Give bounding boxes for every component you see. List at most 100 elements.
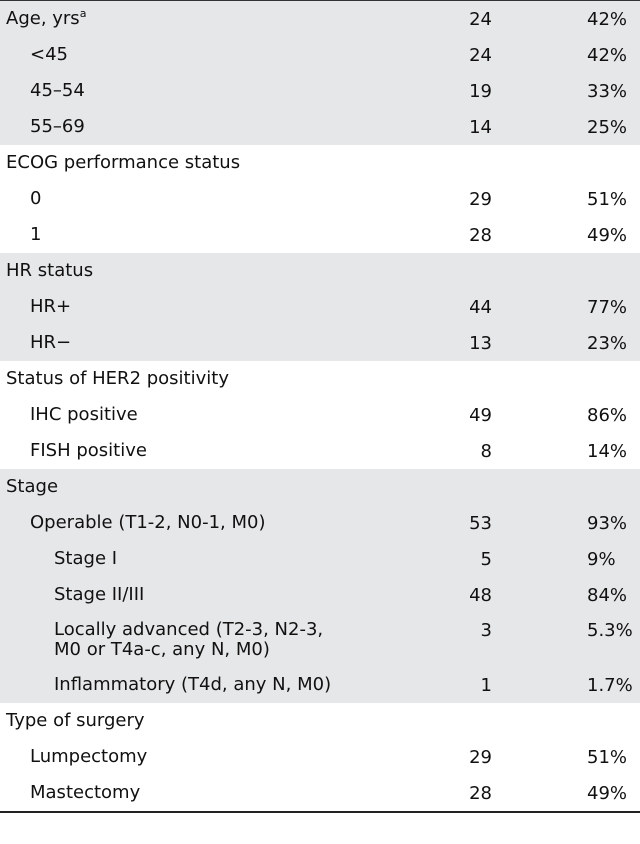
table-row: Lumpectomy 29 51%	[0, 739, 640, 775]
percent-cell: 42%	[587, 9, 627, 30]
count-cell: 19	[440, 81, 492, 102]
section-label: Type of surgery	[6, 711, 145, 731]
footnote-marker: a	[80, 7, 87, 20]
table-row: <45 24 42%	[0, 37, 640, 73]
count-cell: 8	[440, 441, 492, 462]
count-cell: 28	[440, 225, 492, 246]
row-label-text: Stage II/III	[54, 585, 144, 605]
count-cell: 53	[440, 513, 492, 534]
percent-cell: 51%	[587, 747, 627, 768]
count-cell: 44	[440, 297, 492, 318]
percent-cell: 77%	[587, 297, 627, 318]
row-label-text: 45–54	[30, 81, 85, 101]
row-label-line: Age, yrsa	[6, 9, 86, 29]
row-label-text: Lumpectomy	[30, 747, 147, 767]
table-row: 1 28 49%	[0, 217, 640, 253]
table-section-header: ECOG performance status	[0, 145, 640, 181]
section-label: ECOG performance status	[6, 153, 240, 173]
table-row: Operable (T1-2, N0-1, M0) 53 93%	[0, 505, 640, 541]
table-section-header: Status of HER2 positivity	[0, 361, 640, 397]
count-cell: 29	[440, 747, 492, 768]
row-label-text-continued: M0 or T4a-c, any N, M0)	[54, 640, 323, 660]
row-label: Mastectomy	[30, 783, 140, 803]
row-label: Stage II/III	[54, 585, 144, 605]
row-label-text: ECOG performance status	[6, 153, 240, 173]
count-cell: 49	[440, 405, 492, 426]
percent-cell: 51%	[587, 189, 627, 210]
row-label: 45–54	[30, 81, 85, 101]
table-row: FISH positive 8 14%	[0, 433, 640, 469]
count-cell: 5	[440, 549, 492, 570]
row-label: 0	[30, 189, 41, 209]
percent-cell: 25%	[587, 117, 627, 138]
percent-cell: 86%	[587, 405, 627, 426]
row-label-text: <45	[30, 45, 68, 65]
row-label-text: Stage	[6, 477, 58, 497]
percent-cell: 93%	[587, 513, 627, 534]
table-row: Mastectomy 28 49%	[0, 775, 640, 811]
row-label: IHC positive	[30, 405, 138, 425]
row-label-text: Operable (T1-2, N0-1, M0)	[30, 513, 266, 533]
row-label-text: 0	[30, 189, 41, 209]
row-label-text: FISH positive	[30, 441, 147, 461]
section-label: Stage	[6, 477, 58, 497]
table-section-header: Type of surgery	[0, 703, 640, 739]
count-cell: 28	[440, 783, 492, 804]
row-label-text: Status of HER2 positivity	[6, 369, 229, 389]
row-label: FISH positive	[30, 441, 147, 461]
row-label-text: HR status	[6, 261, 93, 281]
row-label: 1	[30, 225, 41, 245]
row-label-text: 55–69	[30, 117, 85, 137]
percent-cell: 42%	[587, 45, 627, 66]
row-label: Lumpectomy	[30, 747, 147, 767]
table-section-header: HR status	[0, 253, 640, 289]
table-row: 45–54 19 33%	[0, 73, 640, 109]
row-label: 55–69	[30, 117, 85, 137]
row-label: Locally advanced (T2-3, N2-3, M0 or T4a-c…	[54, 620, 323, 660]
table-row: 55–69 14 25%	[0, 109, 640, 145]
table-row: Stage II/III 48 84%	[0, 577, 640, 613]
table-row: Locally advanced (T2-3, N2-3, M0 or T4a-c…	[0, 613, 640, 667]
percent-cell: 33%	[587, 81, 627, 102]
row-label-text: Stage I	[54, 549, 117, 569]
count-cell: 29	[440, 189, 492, 210]
count-cell: 13	[440, 333, 492, 354]
percent-cell: 49%	[587, 783, 627, 804]
row-label: <45	[30, 45, 68, 65]
table-row: Stage I 5 9%	[0, 541, 640, 577]
table-bottom-rule	[0, 811, 640, 813]
percent-cell: 1.7%	[587, 675, 633, 696]
row-label: Age, yrsa	[6, 9, 86, 29]
row-label-text: Mastectomy	[30, 783, 140, 803]
count-cell: 14	[440, 117, 492, 138]
count-cell: 24	[440, 9, 492, 30]
table-row: 0 29 51%	[0, 181, 640, 217]
row-label-text: HR+	[30, 297, 71, 317]
percent-cell: 5.3%	[587, 620, 633, 641]
row-label-text: Type of surgery	[6, 711, 145, 731]
table-row: HR− 13 23%	[0, 325, 640, 361]
section-label: HR status	[6, 261, 93, 281]
row-label-text: 1	[30, 225, 41, 245]
section-label: Status of HER2 positivity	[6, 369, 229, 389]
percent-cell: 14%	[587, 441, 627, 462]
table-row: HR+ 44 77%	[0, 289, 640, 325]
row-label: Operable (T1-2, N0-1, M0)	[30, 513, 266, 533]
row-label-text: HR−	[30, 333, 71, 353]
count-cell: 48	[440, 585, 492, 606]
table-section-header: Stage	[0, 469, 640, 505]
row-label-text: Locally advanced (T2-3, N2-3,	[54, 620, 323, 640]
table-row: IHC positive 49 86%	[0, 397, 640, 433]
count-cell: 24	[440, 45, 492, 66]
count-cell: 1	[440, 675, 492, 696]
percent-cell: 84%	[587, 585, 627, 606]
table-row: Inflammatory (T4d, any N, M0) 1 1.7%	[0, 667, 640, 703]
percent-cell: 49%	[587, 225, 627, 246]
count-cell: 3	[440, 620, 492, 641]
row-label: Stage I	[54, 549, 117, 569]
row-label: HR−	[30, 333, 71, 353]
row-label-text: Inflammatory (T4d, any N, M0)	[54, 675, 331, 695]
table-row: Age, yrsa 24 42%	[0, 1, 640, 37]
row-label-text: IHC positive	[30, 405, 138, 425]
percent-cell: 23%	[587, 333, 627, 354]
